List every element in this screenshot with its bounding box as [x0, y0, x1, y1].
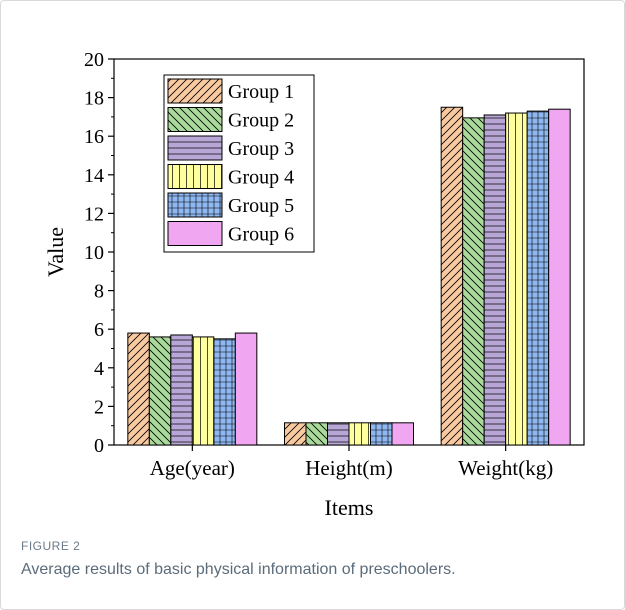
bar — [483, 114, 507, 446]
y-tick-label: 8 — [94, 281, 104, 303]
y-tick-label: 0 — [94, 435, 104, 457]
bar — [234, 332, 258, 446]
legend-swatch — [167, 192, 223, 218]
figure-label: FIGURE 2 — [21, 539, 81, 553]
y-tick-label: 18 — [84, 88, 104, 110]
y-tick-label: 14 — [84, 165, 104, 187]
y-tick-label: 20 — [84, 49, 104, 71]
legend-label: Group 4 — [228, 167, 294, 189]
y-tick-label: 12 — [84, 203, 104, 225]
bar — [548, 108, 571, 446]
bar — [505, 112, 528, 446]
bar — [213, 338, 236, 446]
x-tick-label: Weight(kg) — [458, 456, 553, 480]
legend-label: Group 1 — [228, 81, 294, 103]
y-tick-label: 6 — [94, 319, 104, 341]
legend-swatch — [167, 107, 223, 132]
y-tick-label: 4 — [94, 358, 104, 380]
figure-caption: Average results of basic physical inform… — [21, 561, 456, 578]
bar — [440, 106, 464, 446]
bar — [170, 334, 193, 446]
bar — [284, 422, 307, 446]
legend-swatch — [167, 221, 223, 246]
legend-label: Group 6 — [228, 224, 294, 246]
bar — [148, 336, 172, 446]
bar — [327, 422, 350, 446]
bar — [526, 110, 550, 446]
bar — [391, 422, 414, 446]
bar — [305, 422, 328, 446]
bar — [348, 422, 371, 446]
bar — [191, 336, 215, 446]
legend-swatch — [167, 78, 223, 104]
bar-chart: 0 2 4 6 8 10 12 14 16 18 20 Age(year) Height(m) Weigh… — [43, 49, 585, 520]
x-tick-label: Age(year) — [150, 456, 235, 480]
bar — [462, 117, 485, 446]
bar — [127, 332, 150, 446]
legend-label: Group 2 — [228, 110, 294, 132]
y-tick-label: 16 — [84, 126, 104, 148]
legend-label: Group 3 — [228, 138, 294, 160]
y-axis-title: Value — [43, 227, 68, 277]
y-tick-label: 10 — [84, 242, 104, 264]
x-axis-title: Items — [325, 495, 374, 520]
y-tick-label: 2 — [94, 396, 104, 418]
legend-swatch — [167, 164, 223, 189]
legend-swatch — [167, 135, 223, 161]
bar — [370, 422, 393, 446]
x-tick-label: Height(m) — [305, 456, 392, 480]
legend-label: Group 5 — [228, 195, 294, 217]
